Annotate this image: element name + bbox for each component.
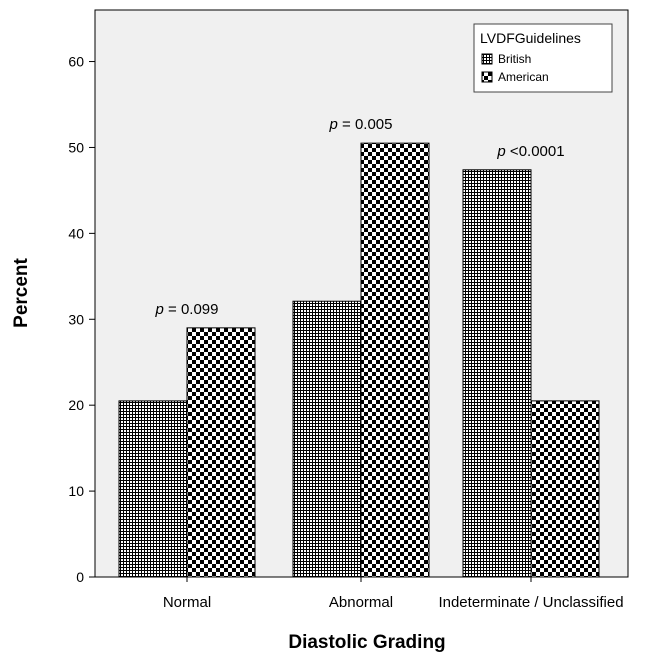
y-tick-label: 10	[68, 483, 84, 499]
x-tick-label: Normal	[163, 594, 211, 611]
x-tick-label: Abnormal	[329, 594, 393, 611]
bar-british-3	[462, 169, 532, 578]
p-value-text: = 0.099	[164, 301, 219, 318]
bar-british-1	[118, 400, 188, 578]
bars-layer	[118, 142, 600, 578]
x-axis-title: Diastolic Grading	[288, 632, 445, 653]
p-value-annotation: p = 0.005	[329, 116, 393, 133]
legend-box	[473, 23, 613, 93]
legend-title: LVDFGuidelines	[480, 30, 581, 46]
y-tick-label: 0	[76, 569, 84, 585]
y-tick-label: 30	[68, 311, 84, 327]
p-value-symbol: p	[329, 116, 338, 133]
p-value-symbol: p	[155, 301, 164, 318]
x-tick-label: Indeterminate / Unclassified	[438, 594, 623, 611]
y-tick-label: 60	[68, 54, 84, 70]
y-tick-label: 20	[68, 397, 84, 413]
p-value-text: <0.0001	[506, 143, 565, 160]
legend-label-american: American	[498, 70, 549, 84]
legend-swatch-british	[481, 53, 493, 65]
p-value-text: = 0.005	[338, 116, 393, 133]
legend: LVDFGuidelines British American	[473, 23, 613, 93]
bar-british-2	[292, 300, 362, 578]
legend-label-british: British	[498, 52, 531, 66]
bar-american-1	[186, 327, 256, 578]
y-tick-label: 50	[68, 139, 84, 155]
bar-american-2	[360, 142, 430, 578]
bar-american-3	[530, 400, 600, 578]
p-value-annotation: p = 0.099	[155, 301, 219, 318]
legend-swatch-american	[481, 71, 493, 83]
p-value-symbol: p	[496, 143, 505, 160]
y-axis-title: Percent	[11, 257, 32, 327]
p-value-annotation: p <0.0001	[496, 143, 564, 160]
y-tick-label: 40	[68, 225, 84, 241]
axes-layer: 0 10 20 30 40 50 60 Normal Abnormal Indeterminate…	[68, 10, 628, 611]
